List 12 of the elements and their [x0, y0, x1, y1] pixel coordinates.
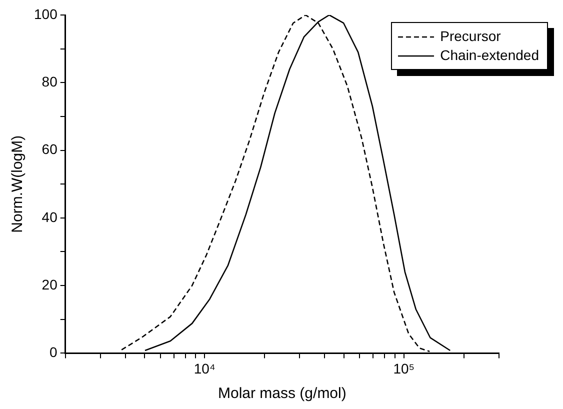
y-tick-label: 20: [42, 276, 58, 292]
y-tick-label: 60: [42, 141, 58, 158]
y-axis-title: Norm.W(logM): [9, 135, 26, 233]
x-axis-title: Molar mass (g/mol): [218, 385, 346, 402]
x-tick-label: 10⁵: [393, 360, 415, 376]
legend-label: Precursor: [440, 27, 501, 46]
x-tick-label: 10⁴: [194, 360, 216, 376]
y-tick-label: 40: [42, 208, 58, 225]
legend-label: Chain-extended: [440, 46, 539, 65]
y-tick-label: 0: [50, 344, 58, 360]
y-tick-label: 100: [34, 6, 58, 22]
y-tick-label: 80: [42, 74, 58, 90]
